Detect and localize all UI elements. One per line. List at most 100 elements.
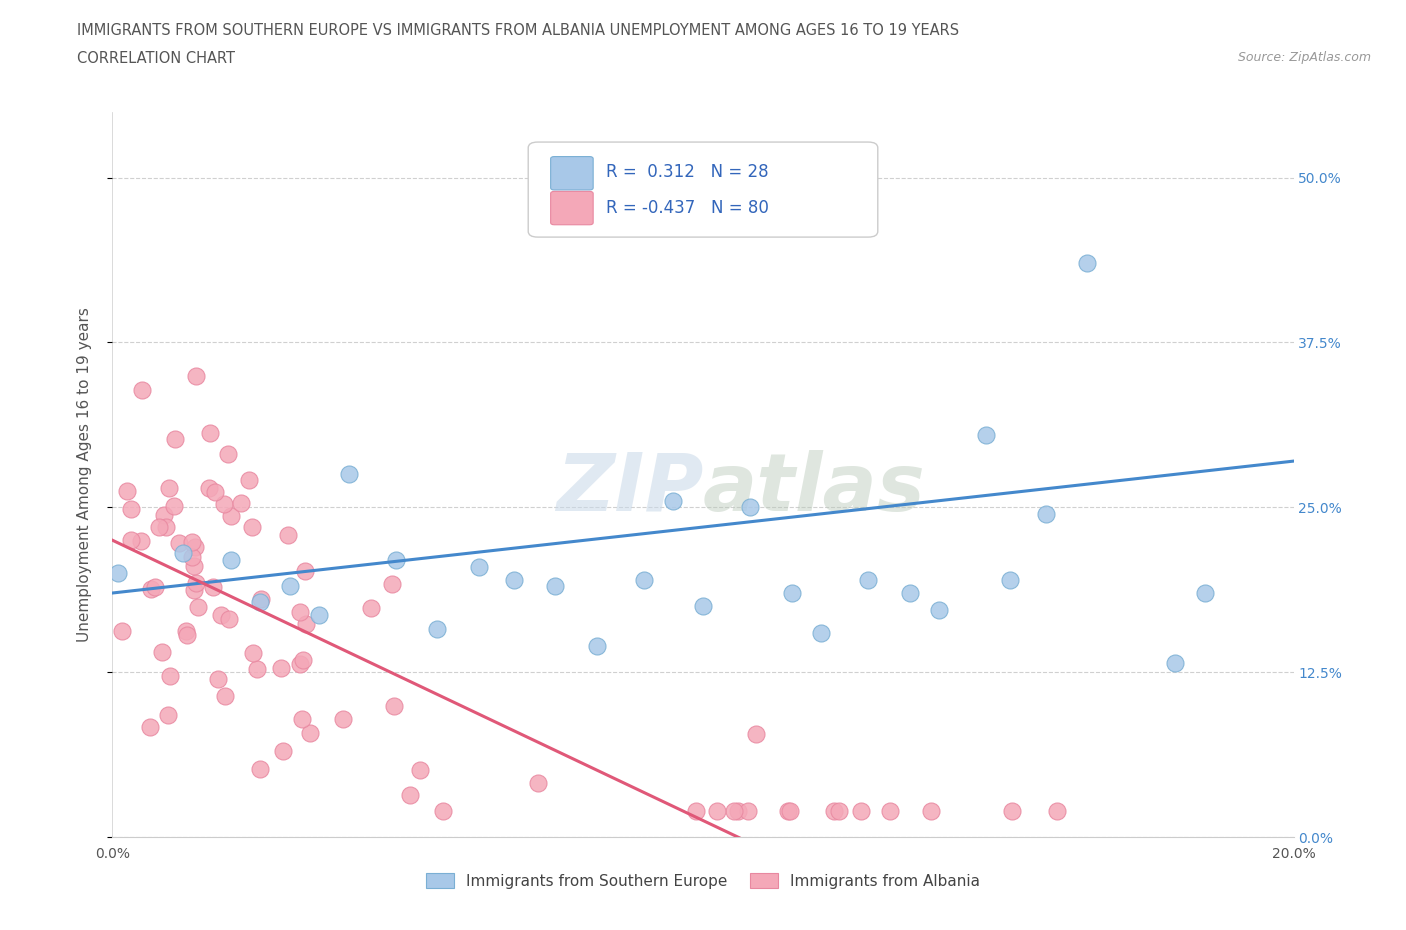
Point — [849, 804, 872, 818]
Text: atlas: atlas — [703, 450, 925, 528]
Point — [209, 608, 232, 623]
Point — [810, 625, 832, 640]
Point — [139, 720, 162, 735]
Point — [187, 600, 209, 615]
Point — [823, 804, 845, 818]
Point — [143, 580, 166, 595]
Point — [1164, 656, 1187, 671]
Point — [295, 617, 318, 631]
FancyBboxPatch shape — [551, 192, 593, 225]
Point — [159, 669, 181, 684]
Point — [740, 499, 762, 514]
Point — [207, 671, 229, 686]
Point — [998, 572, 1021, 587]
Point — [148, 519, 170, 534]
FancyBboxPatch shape — [529, 142, 877, 237]
Point — [204, 485, 226, 500]
Point — [1076, 256, 1098, 271]
Point — [976, 427, 998, 442]
Point — [183, 559, 205, 574]
Point — [294, 564, 316, 578]
Point — [163, 432, 186, 446]
Point — [238, 472, 260, 487]
Point — [214, 497, 236, 512]
Point — [198, 481, 221, 496]
Point — [920, 804, 942, 818]
Point — [172, 546, 194, 561]
Point — [662, 493, 685, 508]
Point — [291, 653, 314, 668]
Point — [527, 776, 550, 790]
Point — [291, 711, 314, 726]
Text: R = -0.437   N = 80: R = -0.437 N = 80 — [606, 199, 769, 217]
Point — [156, 708, 179, 723]
Point — [240, 520, 263, 535]
Point — [217, 446, 239, 461]
Point — [246, 662, 269, 677]
Point — [503, 572, 526, 587]
Point — [183, 539, 205, 554]
Point — [467, 559, 489, 574]
Point — [288, 657, 311, 671]
Point — [1035, 507, 1057, 522]
Point — [633, 572, 655, 587]
Point — [745, 727, 768, 742]
Point — [432, 804, 454, 818]
Point — [385, 552, 408, 567]
Point — [271, 744, 294, 759]
Point — [157, 481, 180, 496]
Point — [398, 788, 420, 803]
Point — [155, 520, 177, 535]
Point — [727, 804, 749, 818]
Point — [780, 586, 803, 601]
Text: R =  0.312   N = 28: R = 0.312 N = 28 — [606, 163, 769, 180]
Point — [879, 804, 901, 818]
Point — [290, 604, 312, 619]
Point — [229, 496, 252, 511]
Point — [277, 527, 299, 542]
Point — [183, 583, 205, 598]
Point — [723, 804, 745, 818]
Point — [139, 581, 162, 596]
Point — [544, 579, 567, 594]
Point — [167, 536, 190, 551]
Point — [120, 502, 142, 517]
Text: IMMIGRANTS FROM SOUTHERN EUROPE VS IMMIGRANTS FROM ALBANIA UNEMPLOYMENT AMONG AG: IMMIGRANTS FROM SOUTHERN EUROPE VS IMMIG… — [77, 23, 959, 38]
Point — [308, 608, 330, 623]
FancyBboxPatch shape — [551, 156, 593, 190]
Point — [737, 804, 759, 818]
Point — [153, 507, 176, 522]
Point — [184, 576, 207, 591]
Legend: Immigrants from Southern Europe, Immigrants from Albania: Immigrants from Southern Europe, Immigra… — [420, 867, 986, 895]
Point — [186, 368, 208, 383]
Y-axis label: Unemployment Among Ages 16 to 19 years: Unemployment Among Ages 16 to 19 years — [77, 307, 91, 642]
Point — [180, 550, 202, 565]
Point — [181, 535, 204, 550]
Point — [1194, 586, 1216, 601]
Point — [1001, 804, 1024, 818]
Point — [382, 699, 405, 714]
Point — [381, 577, 404, 591]
Point — [115, 484, 138, 498]
Point — [270, 660, 292, 675]
Point — [163, 499, 186, 514]
Point — [585, 638, 607, 653]
Point — [332, 711, 354, 726]
Point — [706, 804, 728, 818]
Point — [131, 382, 153, 397]
Point — [692, 599, 714, 614]
Point — [250, 591, 273, 606]
Point — [107, 565, 129, 580]
Text: Source: ZipAtlas.com: Source: ZipAtlas.com — [1237, 51, 1371, 64]
Point — [337, 467, 360, 482]
Point — [828, 804, 851, 818]
Point — [249, 595, 271, 610]
Point — [198, 426, 221, 441]
Point — [174, 623, 197, 638]
Point — [176, 628, 198, 643]
Point — [129, 534, 152, 549]
Point — [218, 611, 240, 626]
Text: ZIP: ZIP — [555, 450, 703, 528]
Point — [278, 579, 301, 594]
Point — [776, 804, 799, 818]
